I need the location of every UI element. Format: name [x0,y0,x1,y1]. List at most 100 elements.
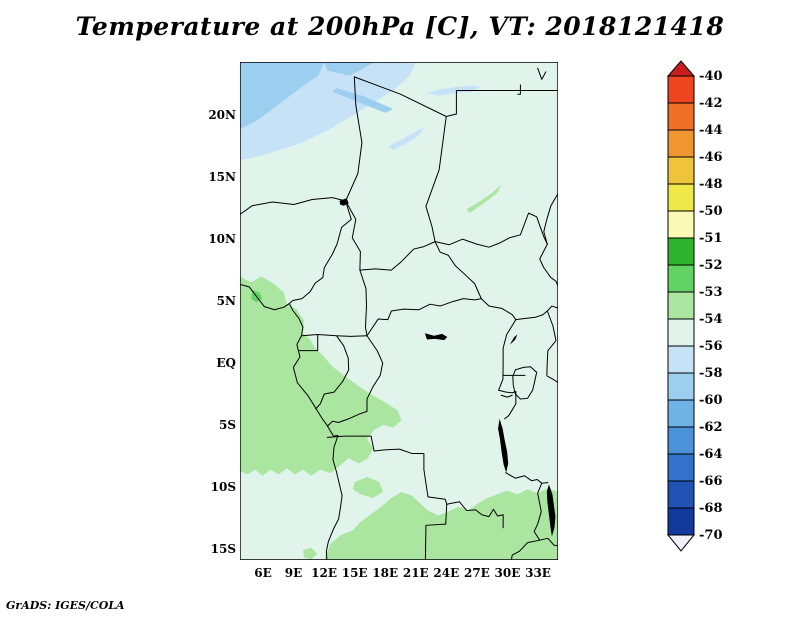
border-cameroon-car [360,270,367,336]
border-chad-car [360,242,435,270]
border-southsudan-uganda-kenya [516,306,558,375]
colorbar-label: -42 [699,96,723,111]
lat-tick-label: 10N [208,232,236,246]
lon-tick-label: 27E [463,566,490,580]
plot-title: Temperature at 200hPa [C], VT: 201812141… [75,12,725,41]
colorbar-band [667,453,695,482]
border-drc-angola [327,436,446,504]
border-gabon-congo [316,336,349,409]
shaded-region [324,62,376,76]
lon-tick-label: 15E [341,566,368,580]
shaded-region [388,127,424,150]
lat-tick-label: EQ [216,356,236,370]
lat-tick-label: 15S [210,542,236,556]
lon-tick-label: 30E [494,566,521,580]
colorbar-band [667,183,695,212]
shaded-region [240,276,402,476]
colorbar-label: -48 [699,177,723,192]
border-sudan-southsudan [435,213,547,247]
lat-tick-label: 15N [208,170,236,184]
lake-albert [510,334,518,345]
colorbar-band [667,210,695,239]
lon-tick-label: 9E [284,566,303,580]
colorbar-band [667,426,695,455]
colorbar-label: -54 [699,312,723,327]
lake-congo-basin-blob [424,333,448,341]
map-svg [240,62,558,560]
colorbar-band [667,399,695,428]
lon-tick-label: 33E [525,566,551,580]
lat-tick-label: 10S [210,480,236,494]
map-plot-area [240,62,558,560]
colorbar-svg: -40 -42 -44 -46 -48 -50 -51 -52 -53 -54 -56 -58 -60 -… [666,60,723,552]
colorbar-label: -58 [699,366,723,381]
colorbar-label: -52 [699,258,723,273]
colorbar-label: -64 [699,447,723,462]
lon-tick-label: 12E [311,566,338,580]
colorbar-band [667,237,695,266]
lon-tick-label: 18E [372,566,399,580]
country-borders [240,68,557,560]
shaded-region [425,85,480,96]
border-tanzania-zambia-malawi [506,473,558,560]
colorbar-label: -70 [699,528,723,543]
border-drc-zambia [447,502,503,528]
colorbar-label: -51 [699,231,723,246]
colorbar-bottom-arrow [666,534,696,552]
colorbar-band [667,129,695,158]
colorbar-band [667,480,695,509]
colorbar-label: -50 [699,204,723,219]
lakes [339,198,556,537]
colorbar-band [667,102,695,131]
border-nigeria-cameroon [289,204,351,303]
colorbar-band [667,507,695,536]
border-ethiopia [540,195,558,285]
border-chad-libya [354,77,446,117]
shading-light-blue-patches [240,62,394,129]
colorbar-label: -56 [699,339,723,354]
colorbar-label: -66 [699,474,723,489]
colorbar: -40 -42 -44 -46 -48 -50 -51 -52 -53 -54 -56 -58 -60 -… [666,60,736,560]
lat-tick-label: 20N [208,108,236,122]
lake-malawi [546,484,556,537]
shaded-region [466,184,502,214]
lat-tick-label: 5N [216,294,236,308]
colorbar-label: -46 [699,150,723,165]
border-car-drc [367,299,481,336]
lake-chad [339,198,349,206]
colorbar-band [667,156,695,185]
shaded-region [302,547,318,560]
colorbar-label: -62 [699,420,723,435]
lake-tanganyika [498,418,509,473]
shaded-region [352,476,384,499]
lon-tick-label: 6E [254,566,272,580]
border-car-southsudan [435,242,481,299]
colorbar-band [667,291,695,320]
border-congo-drc [327,336,382,426]
border-niger-chad [346,77,362,201]
colorbar-top-arrow [666,60,696,77]
shaded-region [240,62,325,129]
lon-tick-label: 24E [433,566,460,580]
lat-tick-label: 5S [218,418,236,432]
border-fragment-ne [538,68,546,79]
border-niger-nigeria [240,198,346,215]
colorbar-band [667,264,695,293]
colorbar-label: -44 [699,123,723,138]
colorbar-band [667,318,695,347]
colorbar-label: -40 [699,69,723,84]
border-halaib-notch [518,85,521,94]
border-chad-sudan [426,117,446,242]
border-drc-southsudan [481,299,516,320]
colorbar-band [667,372,695,401]
lon-tick-label: 21E [402,566,429,580]
shaded-region [332,88,394,113]
coastline-west-africa [240,284,342,560]
shading-light-green-patches [240,184,558,560]
border-kenya-tanzania [547,376,557,382]
border-egypt-sudan-libya [446,90,557,116]
border-angola-zambia [425,504,446,560]
lake-victoria [513,367,537,399]
colorbar-band [667,345,695,374]
